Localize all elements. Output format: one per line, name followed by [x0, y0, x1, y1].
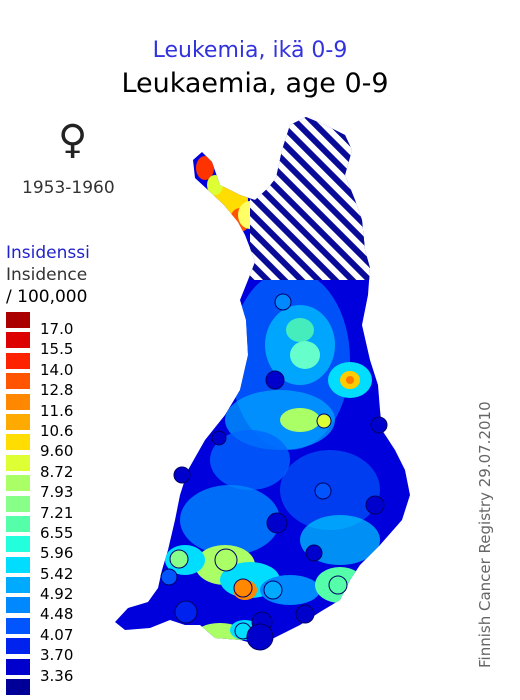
interpolated-surface [115, 117, 410, 645]
legend-swatch [6, 312, 30, 328]
legend-swatch [6, 454, 30, 471]
legend-swatch [6, 658, 30, 675]
legend-heading-english: Insidence [6, 265, 88, 285]
legend-value: 4.48 [40, 605, 74, 624]
legend-swatch [6, 515, 30, 532]
credit-text: Finnish Cancer Registry 29.07.2010 [476, 401, 494, 668]
female-symbol-icon: ♀ [58, 117, 88, 163]
legend-swatch [6, 679, 30, 696]
legend-value: 5.42 [40, 564, 74, 583]
legend-swatch [6, 597, 30, 614]
legend-swatch [6, 352, 30, 369]
legend-value: 7.93 [40, 483, 74, 502]
legend-value: 11.6 [40, 401, 74, 420]
legend-value: 10.6 [40, 421, 74, 440]
legend-swatch [6, 332, 30, 349]
legend-value: 4.07 [40, 625, 74, 644]
legend-value: 4.92 [40, 585, 74, 604]
legend-swatch [6, 577, 30, 594]
legend-value: 17.0 [40, 320, 74, 338]
legend-value: 14.0 [40, 360, 74, 379]
title-english: Leukaemia, age 0-9 [121, 68, 389, 99]
period-label: 1953-1960 [22, 178, 115, 198]
legend-value: 3.36 [40, 666, 74, 685]
legend-swatch [6, 556, 30, 573]
legend-value: 9.60 [40, 442, 74, 461]
legend-swatch [6, 393, 30, 410]
legend-value: 8.72 [40, 462, 74, 481]
legend-value: 12.8 [40, 381, 74, 400]
legend-unit: / 100,000 [6, 287, 88, 307]
title-finnish: Leukemia, ikä 0-9 [152, 38, 348, 63]
legend-swatch [6, 638, 30, 655]
legend-swatch [6, 536, 30, 553]
legend-swatch [6, 475, 30, 492]
region-markers [160, 293, 388, 651]
legend-swatch [6, 495, 30, 512]
legend-heading-finnish: Insidenssi [6, 243, 90, 263]
legend-value: 7.21 [40, 503, 74, 522]
legend-value: 5.96 [40, 544, 74, 563]
legend-swatch [6, 434, 30, 451]
legend-swatch [6, 617, 30, 634]
legend-swatch [6, 373, 30, 390]
legend-swatch [6, 413, 30, 430]
legend-value: 6.55 [40, 523, 74, 542]
legend-value: 15.5 [40, 340, 74, 359]
legend-value: 3.70 [40, 646, 74, 665]
